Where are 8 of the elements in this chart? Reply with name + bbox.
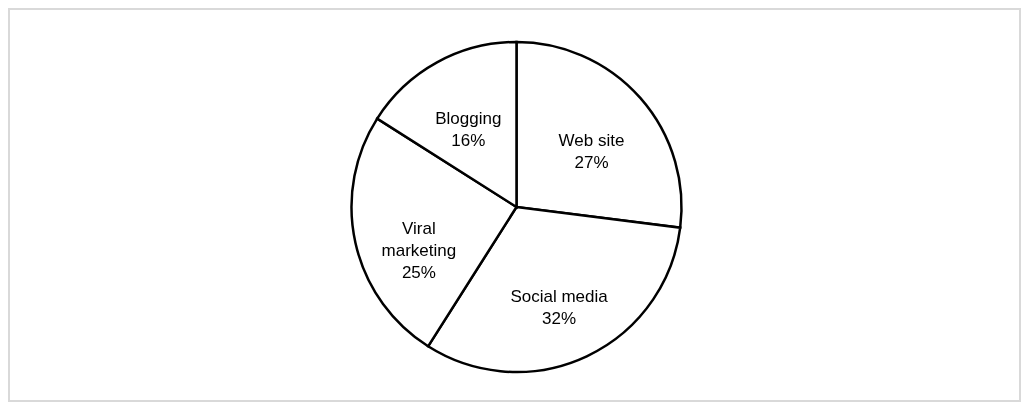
data-label: 32% bbox=[542, 309, 577, 329]
slice-label: Social media bbox=[510, 287, 609, 307]
data-label: 16% bbox=[451, 131, 486, 151]
slice-label: Blogging bbox=[435, 109, 502, 129]
data-label: 27% bbox=[574, 152, 609, 172]
slice-label: Web site bbox=[558, 130, 625, 150]
slice-label: Viral marketing bbox=[381, 218, 457, 260]
data-label: 25% bbox=[401, 262, 436, 282]
